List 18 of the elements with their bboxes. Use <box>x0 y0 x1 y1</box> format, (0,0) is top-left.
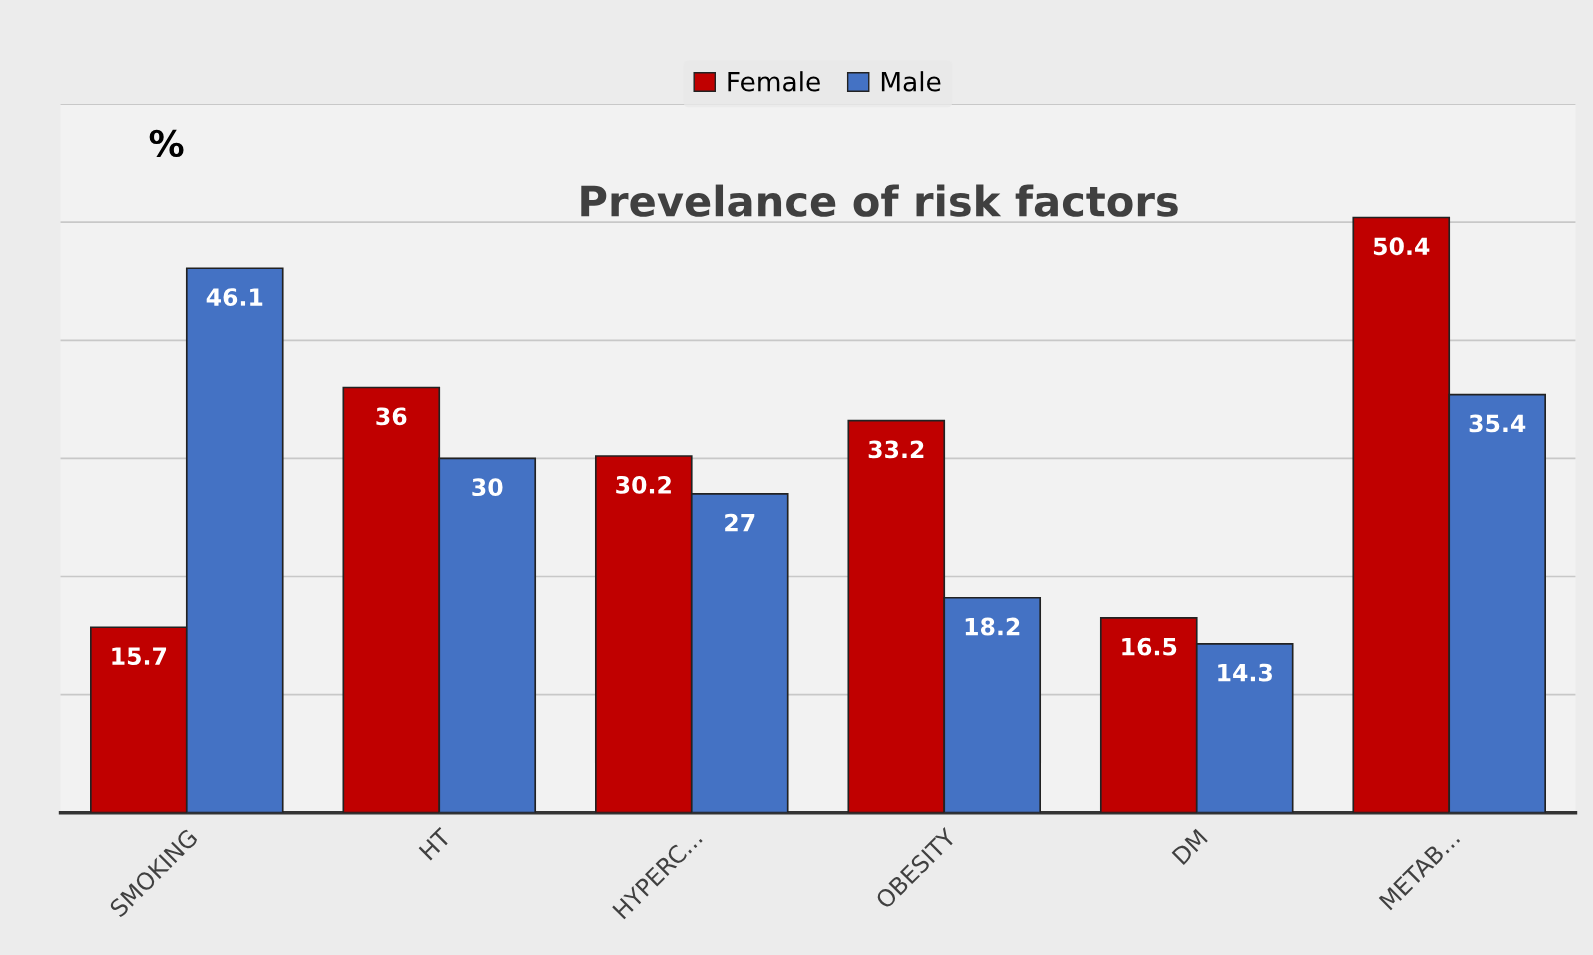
legend-label: Female <box>728 71 820 92</box>
x-tick-label: DM <box>1171 828 1208 865</box>
data-label: 36 <box>376 407 407 426</box>
data-label: 18.2 <box>965 617 1020 636</box>
text: Prevelance of risk factors <box>581 184 1178 217</box>
data-label: 15.7 <box>112 647 167 666</box>
data-label: 50.4 <box>1373 237 1430 256</box>
data-label: 14.3 <box>1218 663 1272 682</box>
legend-label: Male <box>881 71 941 92</box>
x-tick-label: HT <box>418 827 452 861</box>
data-label: 33.2 <box>868 440 924 459</box>
data-label: 16.5 <box>1122 637 1177 656</box>
data-label: 30.2 <box>616 475 671 494</box>
data-label: 30 <box>472 478 503 497</box>
annotation: % <box>149 129 184 158</box>
data-label: 27 <box>725 513 755 532</box>
data-label: 35.4 <box>1469 414 1526 433</box>
data-label: 46.1 <box>206 288 263 306</box>
